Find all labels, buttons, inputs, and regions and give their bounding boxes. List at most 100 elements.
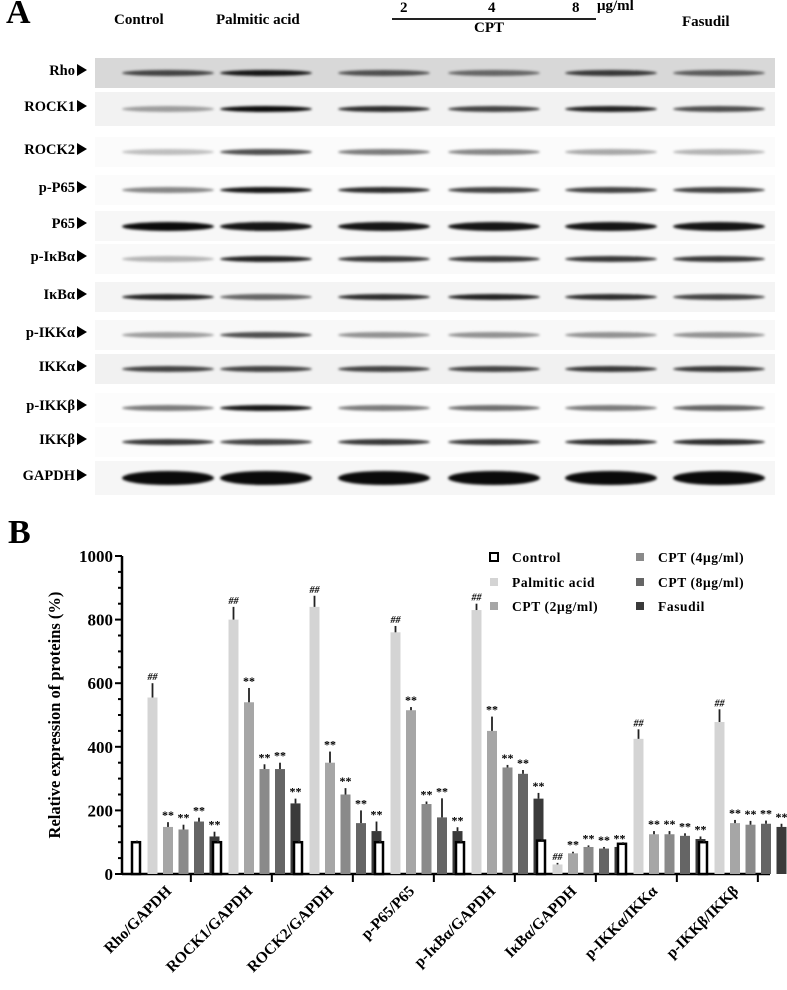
blot-band (673, 366, 765, 372)
legend-label: CPT (8μg/ml) (658, 575, 744, 590)
blot-band (673, 187, 765, 193)
blot-band (122, 149, 214, 155)
bar (697, 840, 709, 876)
bar (761, 823, 771, 874)
blot-label-text: GAPDH (22, 468, 75, 484)
blot-strip (95, 354, 775, 384)
bar (776, 826, 787, 874)
blot-label: IKKα (39, 359, 87, 376)
bar (356, 823, 366, 874)
bar (178, 829, 189, 874)
legend-swatch (636, 578, 644, 586)
bar (552, 864, 563, 874)
significance-mark: ** (405, 693, 417, 707)
blot-strip (95, 175, 775, 205)
blot-band (338, 439, 430, 445)
legend-swatch (636, 602, 644, 610)
x-category-label: p-IKKβ/IKKβ (663, 883, 742, 962)
lane-header-fasudil: Fasudil (682, 14, 730, 30)
blot-band (565, 439, 657, 445)
blot-label-text: p-IκBα (30, 249, 75, 265)
significance-mark: ## (471, 593, 483, 604)
x-category-label: ROCK1/GAPDH (163, 883, 256, 976)
blot-label: Rho (49, 63, 87, 80)
blot-strip (95, 244, 775, 274)
bar (730, 823, 740, 874)
bar (211, 840, 223, 876)
y-tick-label: 0 (105, 865, 114, 884)
blot-band (673, 332, 765, 338)
bar (406, 710, 416, 874)
blot-band (122, 471, 214, 485)
bar (714, 721, 725, 874)
blot-label-text: p-P65 (38, 180, 75, 196)
blot-label: p-P65 (39, 180, 87, 197)
bar (194, 821, 204, 874)
blot-band (122, 405, 214, 411)
blot-band (448, 187, 540, 193)
arrow-right-icon (77, 217, 87, 229)
blot-band (220, 332, 312, 338)
blot-band (565, 221, 657, 231)
significance-mark: ** (745, 807, 757, 821)
blot-band (673, 256, 765, 262)
bar (664, 834, 675, 874)
lane-header-cpt-dose-8: 8 (572, 0, 580, 16)
blot-band (338, 149, 430, 155)
bar (599, 848, 609, 874)
blot-label-text: IKKα (38, 359, 75, 375)
blot-band (220, 294, 312, 300)
blot-band (673, 149, 765, 155)
x-category-label: ROCK2/GAPDH (244, 883, 337, 976)
blot-band (565, 187, 657, 193)
significance-mark: ** (533, 779, 545, 793)
significance-mark: ** (664, 817, 676, 831)
significance-mark: ** (371, 808, 383, 822)
significance-mark: ** (436, 784, 448, 798)
blot-label-text: ROCK1 (24, 99, 75, 115)
bar (568, 853, 578, 874)
significance-mark: ## (228, 596, 240, 607)
bar (147, 697, 158, 874)
significance-mark: ** (679, 819, 691, 833)
significance-mark: ** (162, 808, 174, 822)
blot-label: p-IKKβ (26, 398, 87, 415)
cpt-bracket-line (392, 18, 596, 20)
legend-swatch (489, 552, 499, 562)
significance-mark: ** (486, 703, 498, 717)
lane-header-control: Control (114, 12, 164, 28)
blot-band (338, 221, 430, 231)
blot-strip (95, 282, 775, 312)
significance-mark: ** (760, 807, 772, 821)
significance-mark: ** (648, 817, 660, 831)
arrow-right-icon (77, 288, 87, 300)
x-category-label: IκBα/GAPDH (502, 883, 580, 961)
blot-band (565, 471, 657, 485)
significance-mark: ** (614, 831, 626, 845)
significance-mark: ** (193, 804, 205, 818)
blot-band (448, 294, 540, 300)
y-tick-label: 1000 (79, 547, 113, 566)
blot-band (338, 471, 430, 485)
legend-swatch (490, 578, 498, 586)
blot-band (673, 221, 765, 231)
bar (518, 773, 528, 874)
legend-label: CPT (4μg/ml) (658, 550, 744, 565)
blot-band (220, 471, 312, 485)
arrow-right-icon (77, 433, 87, 445)
bar (437, 817, 447, 874)
blot-band (673, 439, 765, 445)
significance-mark: ** (695, 822, 707, 836)
blot-band (673, 471, 765, 485)
blot-band (122, 221, 214, 231)
bar (228, 619, 239, 874)
blot-band (565, 366, 657, 372)
blot-strip (95, 461, 775, 495)
blot-band (338, 366, 430, 372)
significance-mark: ** (502, 751, 514, 765)
arrow-right-icon (77, 250, 87, 262)
blot-band (565, 70, 657, 76)
blot-band (220, 366, 312, 372)
blot-label: p-IKKα (26, 325, 87, 342)
